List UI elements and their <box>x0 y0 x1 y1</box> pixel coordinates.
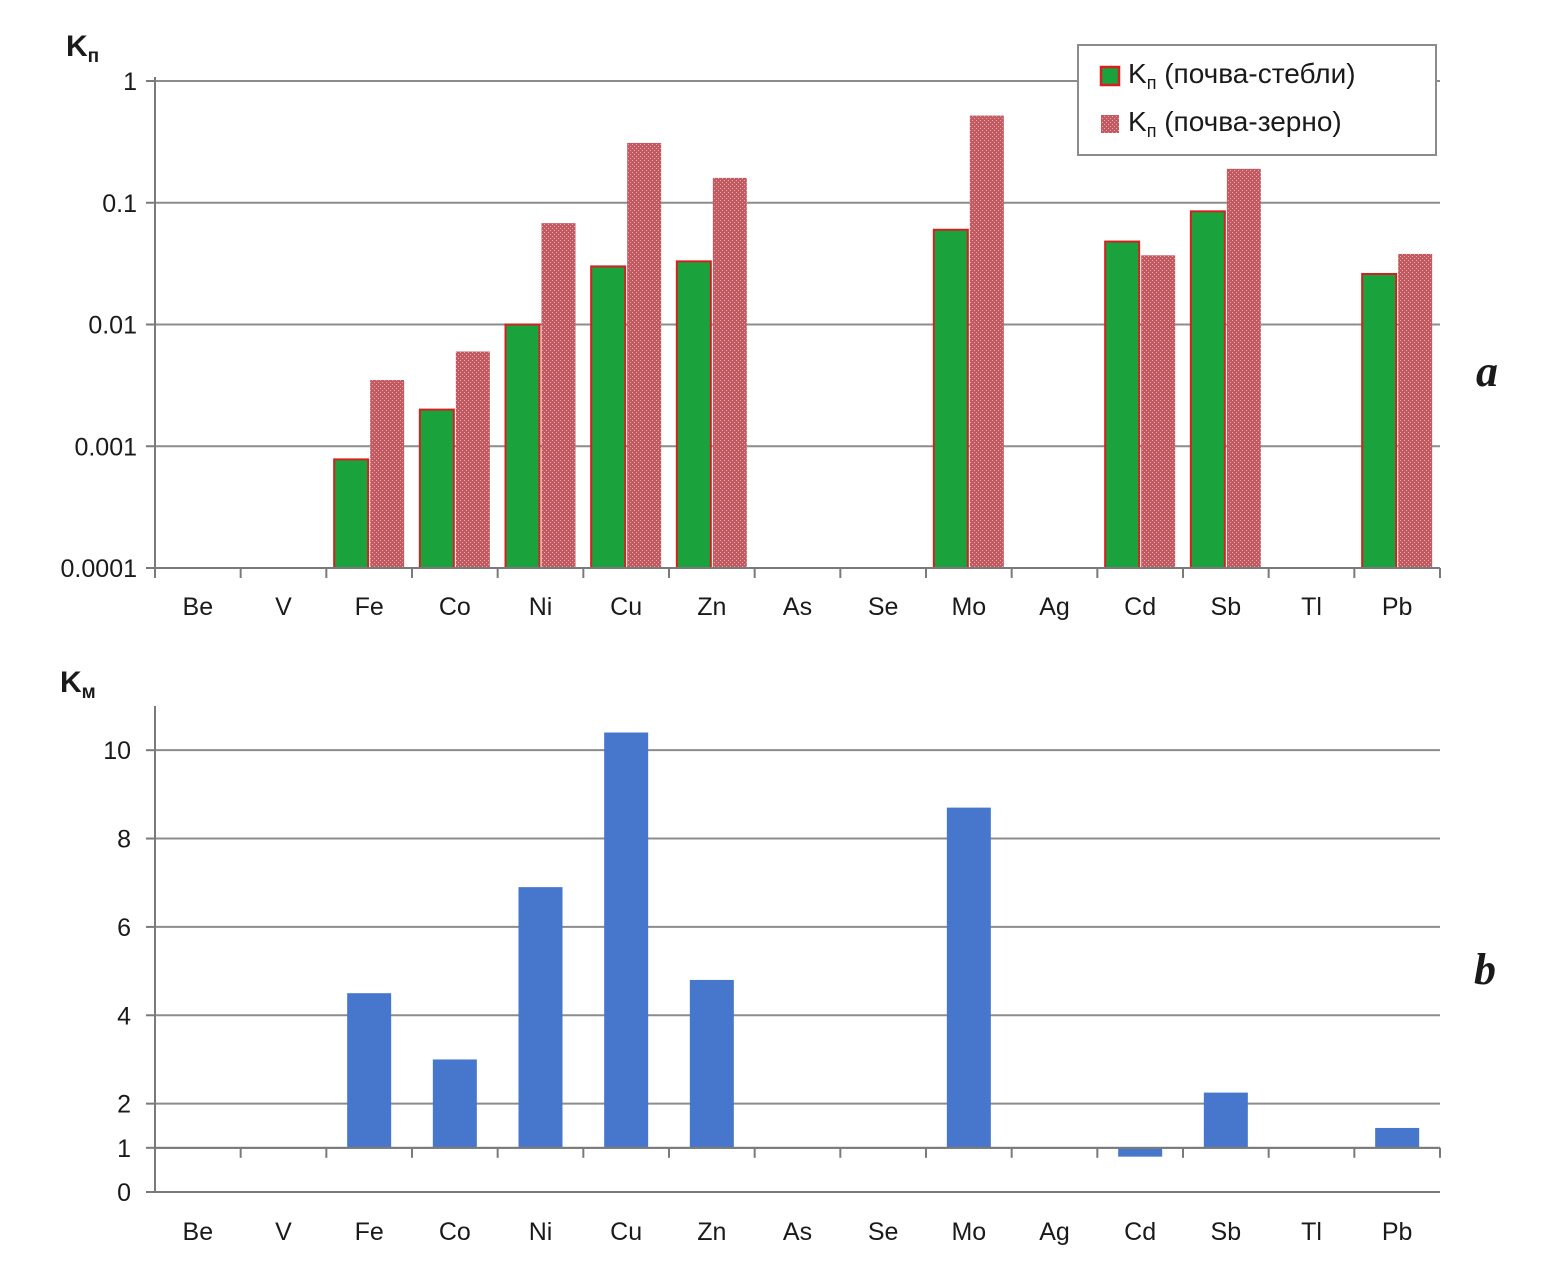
legend-swatch-soil-grain <box>1101 115 1119 133</box>
chart-b-category-label: As <box>783 1218 812 1246</box>
chart-b-y-axis-label: Kм <box>60 666 96 703</box>
chart-a-y-tick-label: 0.0001 <box>61 555 137 583</box>
chart-a-bar-soil-grain-mo <box>969 115 1004 568</box>
legend-label-soil-grain: Kп (почва-зерно) <box>1128 106 1342 141</box>
chart-a-category-label: Fe <box>355 593 384 621</box>
chart-b-y-tick-label: 2 <box>117 1091 131 1119</box>
chart-a-bar-soil-grain-pb <box>1398 253 1433 568</box>
chart-b-category-label: Pb <box>1382 1218 1413 1246</box>
chart-b-bar-ni <box>518 887 563 1148</box>
chart-a-panel-label: a <box>1476 347 1498 396</box>
chart-b-bar-mo <box>946 807 991 1148</box>
legend-label-soil-stems: Kп (почва-стебли) <box>1128 58 1356 93</box>
legend-frame <box>1077 44 1437 156</box>
chart-a-soil-to-plant-coefficient: 0.0001 0.001 0.01 0.1 1 Be V Fe Co Ni Cu Zn As Se Mo A… <box>61 30 1498 621</box>
chart-b-y-tick-label: 0 <box>117 1179 131 1207</box>
chart-a-bar-soil-grain-cd <box>1141 255 1176 568</box>
chart-b-axes <box>154 706 1441 1193</box>
chart-b-bar-pb <box>1375 1127 1420 1148</box>
chart-a-category-label: Cu <box>610 593 642 621</box>
chart-a-bar-soil-stems-ni <box>504 323 541 569</box>
chart-b-accumulation-coefficient: 0 1 2 4 6 8 10 Be V Fe Co Ni Cu Zn As Se Mo Ag Cd Sb Tl Pb K… <box>60 666 1496 1246</box>
chart-a-y-axis-label: Kп <box>66 30 99 67</box>
chart-a-bar-soil-stems-mo <box>932 228 969 570</box>
chart-a-bars <box>333 115 1433 570</box>
chart-a-bar-soil-stems-cu <box>590 265 627 569</box>
chart-b-bar-cd <box>1118 1147 1163 1157</box>
chart-a-category-label: Pb <box>1382 593 1413 621</box>
chart-b-bar-sb <box>1203 1092 1248 1148</box>
chart-b-bars <box>347 732 1420 1157</box>
chart-a-category-label: Sb <box>1211 593 1242 621</box>
chart-a-category-label: As <box>783 593 812 621</box>
chart-b-category-label: Fe <box>355 1218 384 1246</box>
chart-a-category-label: Mo <box>951 593 986 621</box>
chart-a-category-label: Zn <box>697 593 726 621</box>
chart-b-category-label: Ni <box>529 1218 553 1246</box>
chart-a-bar-soil-stems-pb <box>1361 272 1398 569</box>
chart-b-category-label: Sb <box>1211 1218 1242 1246</box>
chart-a-category-label: Ag <box>1039 593 1070 621</box>
chart-b-category-label: V <box>275 1218 292 1246</box>
chart-b-category-label: Mo <box>951 1218 986 1246</box>
chart-b-bar-fe <box>347 993 392 1148</box>
chart-a-bar-soil-grain-zn <box>712 177 747 569</box>
chart-b-y-tick-labels: 0 1 2 4 6 8 10 <box>103 737 131 1207</box>
chart-b-y-tick-label: 8 <box>117 826 131 854</box>
chart-a-category-label: Ni <box>529 593 553 621</box>
chart-a-category-label: Cd <box>1124 593 1156 621</box>
chart-b-category-labels: Be V Fe Co Ni Cu Zn As Se Mo Ag Cd Sb Tl Pb <box>183 1218 1413 1246</box>
chart-b-category-label: Cd <box>1124 1218 1156 1246</box>
legend-swatch-soil-stems <box>1099 65 1121 87</box>
chart-a-bar-soil-grain-sb <box>1226 168 1261 568</box>
chart-b-y-tick-label: 6 <box>117 914 131 942</box>
chart-a-axes <box>154 77 1441 578</box>
chart-b-category-label: Ag <box>1039 1218 1070 1246</box>
chart-a-bar-soil-stems-sb <box>1189 210 1226 570</box>
chart-a-y-tick-label: 0.01 <box>88 312 137 340</box>
chart-a-bar-soil-grain-fe <box>370 380 405 568</box>
chart-b-category-label: Cu <box>610 1218 642 1246</box>
chart-a-y-tick-label: 1 <box>123 68 137 96</box>
chart-a-category-label: Co <box>439 593 471 621</box>
chart-b-bar-co <box>432 1059 477 1148</box>
chart-a-y-tick-label: 0.001 <box>74 433 137 461</box>
chart-b-y-tick-label: 4 <box>117 1002 131 1030</box>
chart-b-category-label: Co <box>439 1218 471 1246</box>
chart-a-legend: Kп (почва-стебли) Kп (почва-зерно) <box>1077 44 1437 156</box>
chart-a-category-labels: Be V Fe Co Ni Cu Zn As Se Mo Ag Cd Sb Tl Pb <box>183 593 1413 621</box>
chart-b-bar-zn <box>689 979 734 1148</box>
chart-b-bar-cu <box>604 732 649 1148</box>
chart-b-category-label: Se <box>868 1218 899 1246</box>
chart-a-bar-soil-grain-ni <box>541 223 576 569</box>
chart-b-category-label: Tl <box>1301 1218 1322 1246</box>
chart-a-y-tick-labels: 0.0001 0.001 0.01 0.1 1 <box>61 68 137 583</box>
chart-b-y-tick-label: 1 <box>117 1135 131 1163</box>
chart-a-category-label: Se <box>868 593 899 621</box>
chart-b-category-label: Zn <box>697 1218 726 1246</box>
chart-a-category-label: Tl <box>1301 593 1322 621</box>
chart-a-bar-soil-stems-fe <box>333 458 370 569</box>
chart-a-bar-soil-stems-co <box>418 408 455 570</box>
chart-a-bar-soil-stems-cd <box>1104 240 1141 570</box>
chart-a-y-tick-label: 0.1 <box>102 190 137 218</box>
chart-a-category-label: Be <box>183 593 214 621</box>
chart-a-bar-soil-grain-co <box>455 351 490 568</box>
chart-b-y-tick-label: 10 <box>103 737 131 765</box>
chart-a-category-label: V <box>275 593 292 621</box>
chart-b-category-label: Be <box>183 1218 214 1246</box>
chart-a-bar-soil-stems-zn <box>675 260 712 569</box>
chart-a-bar-soil-grain-cu <box>627 142 662 569</box>
chart-b-panel-label: b <box>1474 945 1496 994</box>
